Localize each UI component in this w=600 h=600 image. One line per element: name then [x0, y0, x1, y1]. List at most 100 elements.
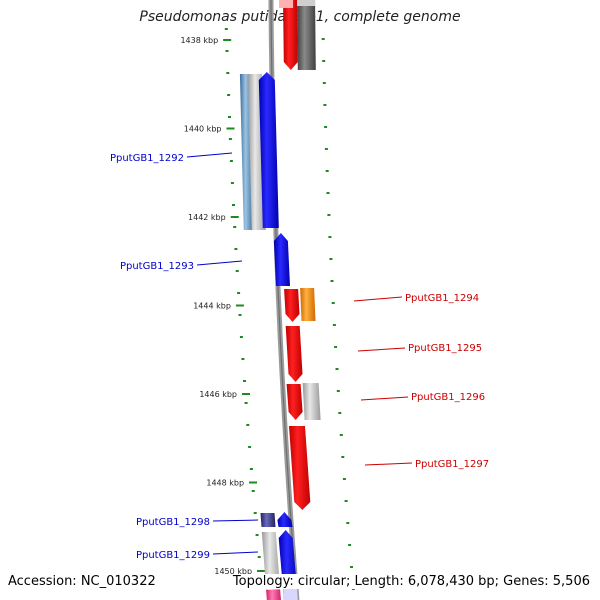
- outer-ring-dot: [336, 390, 340, 392]
- inner-ring-dot: [225, 50, 229, 52]
- inner-ring-dot: [249, 468, 253, 470]
- outer-ring-dot: [325, 170, 329, 172]
- gene-label-leader: [212, 519, 259, 522]
- outer-ring-dot: [321, 38, 325, 40]
- cds-PputGB1_1292: [258, 72, 279, 228]
- gene-label: PputGB1_1295: [408, 343, 482, 354]
- outer-ring-dot: [334, 346, 338, 348]
- kbp-tick: [226, 127, 235, 130]
- feature-faded: [283, 588, 298, 600]
- gene-label-leader: [364, 462, 413, 466]
- genome-summary-text: Topology: circular; Length: 6,078,430 bp…: [232, 574, 590, 589]
- outer-ring-dot: [346, 522, 350, 524]
- gene-label-leader: [360, 396, 409, 401]
- feature-dark-faded: [297, 0, 315, 6]
- feature-orange: [300, 288, 316, 321]
- cds-PputGB1_1298: [277, 512, 293, 527]
- feature-navy: [260, 513, 276, 527]
- cds-PputGB1_1297: [289, 426, 311, 510]
- outer-ring-dot: [341, 456, 345, 458]
- inner-ring-dot: [228, 138, 232, 140]
- gene-label: PputGB1_1294: [405, 293, 479, 304]
- feature-pink: [266, 590, 281, 600]
- outer-ring-dot: [344, 500, 348, 502]
- outer-ring-dot: [339, 434, 343, 436]
- cds-PputGB1_1296: [286, 384, 303, 420]
- kbp-tick-label: 1446 kbp: [199, 390, 237, 399]
- outer-ring-dot: [351, 588, 355, 590]
- outer-ring-dot: [331, 302, 335, 304]
- cds-PputGB1_1295: [285, 326, 303, 382]
- inner-ring-dot: [226, 72, 230, 74]
- outer-ring-dot: [324, 126, 328, 128]
- outer-ring-dot: [330, 280, 334, 282]
- outer-ring-dot: [332, 324, 336, 326]
- inner-ring-dot: [235, 270, 239, 272]
- outer-ring-dot: [323, 104, 327, 106]
- outer-ring-dot: [324, 148, 328, 150]
- inner-ring-dot: [239, 336, 243, 338]
- kbp-tick-label: 1444 kbp: [193, 302, 231, 311]
- plus-strand-cds-faded: [279, 0, 294, 8]
- inner-ring-dot: [227, 94, 231, 96]
- kbp-tick: [257, 570, 266, 572]
- gene-label: PputGB1_1297: [415, 459, 489, 470]
- outer-ring-dot: [348, 544, 352, 546]
- gene-label: PputGB1_1293: [120, 261, 194, 272]
- kbp-tick: [230, 216, 239, 218]
- kbp-tick-label: 1448 kbp: [206, 479, 244, 488]
- cds-PputGB1_1293: [273, 233, 290, 286]
- accession-text: Accession: NC_010322: [8, 574, 156, 589]
- gene-label-leader: [186, 152, 233, 158]
- feature-gray: [261, 532, 281, 600]
- cds-PputGB1_1294: [284, 289, 300, 322]
- inner-ring-dot: [246, 424, 250, 426]
- inner-ring-dot: [243, 380, 246, 382]
- outer-ring-dot: [326, 192, 330, 194]
- gene-label-leader: [357, 347, 406, 352]
- outer-ring-dot: [329, 258, 333, 260]
- kbp-tick-label: 1438 kbp: [180, 36, 218, 45]
- inner-ring-dot: [257, 556, 261, 558]
- outer-ring-dot: [322, 60, 326, 62]
- inner-ring-dot: [248, 446, 252, 448]
- kbp-tick-label: 1450 kbp: [214, 567, 252, 576]
- feature-dark: [297, 0, 316, 70]
- inner-ring-dot: [232, 204, 235, 206]
- outer-ring-dot: [328, 236, 332, 238]
- inner-ring-dot: [253, 512, 257, 514]
- inner-ring-dot: [233, 226, 237, 228]
- kbp-tick: [242, 393, 251, 395]
- inner-ring-dot: [228, 116, 231, 118]
- gene-label: PputGB1_1298: [136, 517, 210, 528]
- kbp-tick-label: 1440 kbp: [184, 125, 222, 134]
- kbp-tick: [235, 304, 244, 307]
- inner-ring-dot: [241, 358, 245, 360]
- outer-ring-dot: [335, 368, 339, 370]
- gene-label-leader: [353, 296, 403, 302]
- outer-ring-dot: [327, 214, 331, 216]
- gene-label-leader: [196, 260, 243, 266]
- inner-ring-dot: [255, 534, 259, 536]
- inner-ring-dot: [251, 490, 255, 492]
- outer-ring-dot: [350, 566, 353, 568]
- outer-ring-dot: [338, 412, 342, 414]
- gene-label: PputGB1_1296: [411, 392, 485, 403]
- kbp-tick: [249, 481, 258, 484]
- inner-ring-dot: [237, 292, 241, 294]
- feature-gray: [302, 383, 321, 420]
- inner-ring-dot: [230, 182, 234, 184]
- inner-ring-dot: [229, 160, 233, 162]
- gene-label: PputGB1_1292: [110, 153, 184, 164]
- kbp-tick-label: 1442 kbp: [188, 213, 226, 222]
- gene-label: PputGB1_1299: [136, 550, 210, 561]
- inner-ring-dot: [234, 248, 238, 250]
- gene-label-leader: [212, 551, 259, 555]
- inner-ring-dot: [238, 314, 242, 316]
- plus-strand-cds: [283, 0, 298, 70]
- inner-ring-dot: [224, 28, 228, 30]
- outer-ring-dot: [342, 478, 346, 480]
- kbp-tick: [223, 39, 232, 41]
